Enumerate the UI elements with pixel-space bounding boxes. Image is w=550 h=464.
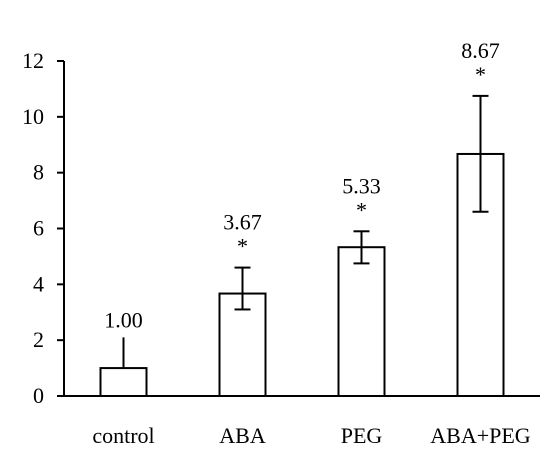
value-label: 5.33	[342, 173, 381, 198]
y-tick-label: 8	[33, 160, 44, 185]
significance-star: *	[356, 197, 367, 222]
y-tick-label: 12	[22, 48, 44, 73]
value-label: 3.67	[223, 210, 262, 235]
y-tick-label: 4	[33, 271, 44, 296]
x-axis-labels: control ABA PEG ABA+PEG	[92, 423, 530, 448]
x-category-label: ABA	[219, 423, 266, 448]
y-tick-label: 6	[33, 216, 44, 241]
bar	[337, 246, 386, 397]
x-category-label: PEG	[341, 423, 383, 448]
value-label: 8.67	[461, 38, 500, 63]
value-label: 1.00	[104, 307, 143, 332]
bar	[99, 367, 148, 398]
y-tick-label: 0	[33, 383, 44, 408]
x-category-label: control	[92, 423, 154, 448]
y-tick-label: 10	[22, 104, 44, 129]
y-axis-ticks: 0 2 4 6 8 10 12	[22, 48, 64, 408]
significance-star: *	[237, 234, 248, 259]
x-category-label: ABA+PEG	[430, 423, 531, 448]
significance-star: *	[475, 62, 486, 87]
bars-group: 1.00*3.67 *5.33*8.67	[99, 38, 505, 398]
y-tick-label: 2	[33, 327, 44, 352]
